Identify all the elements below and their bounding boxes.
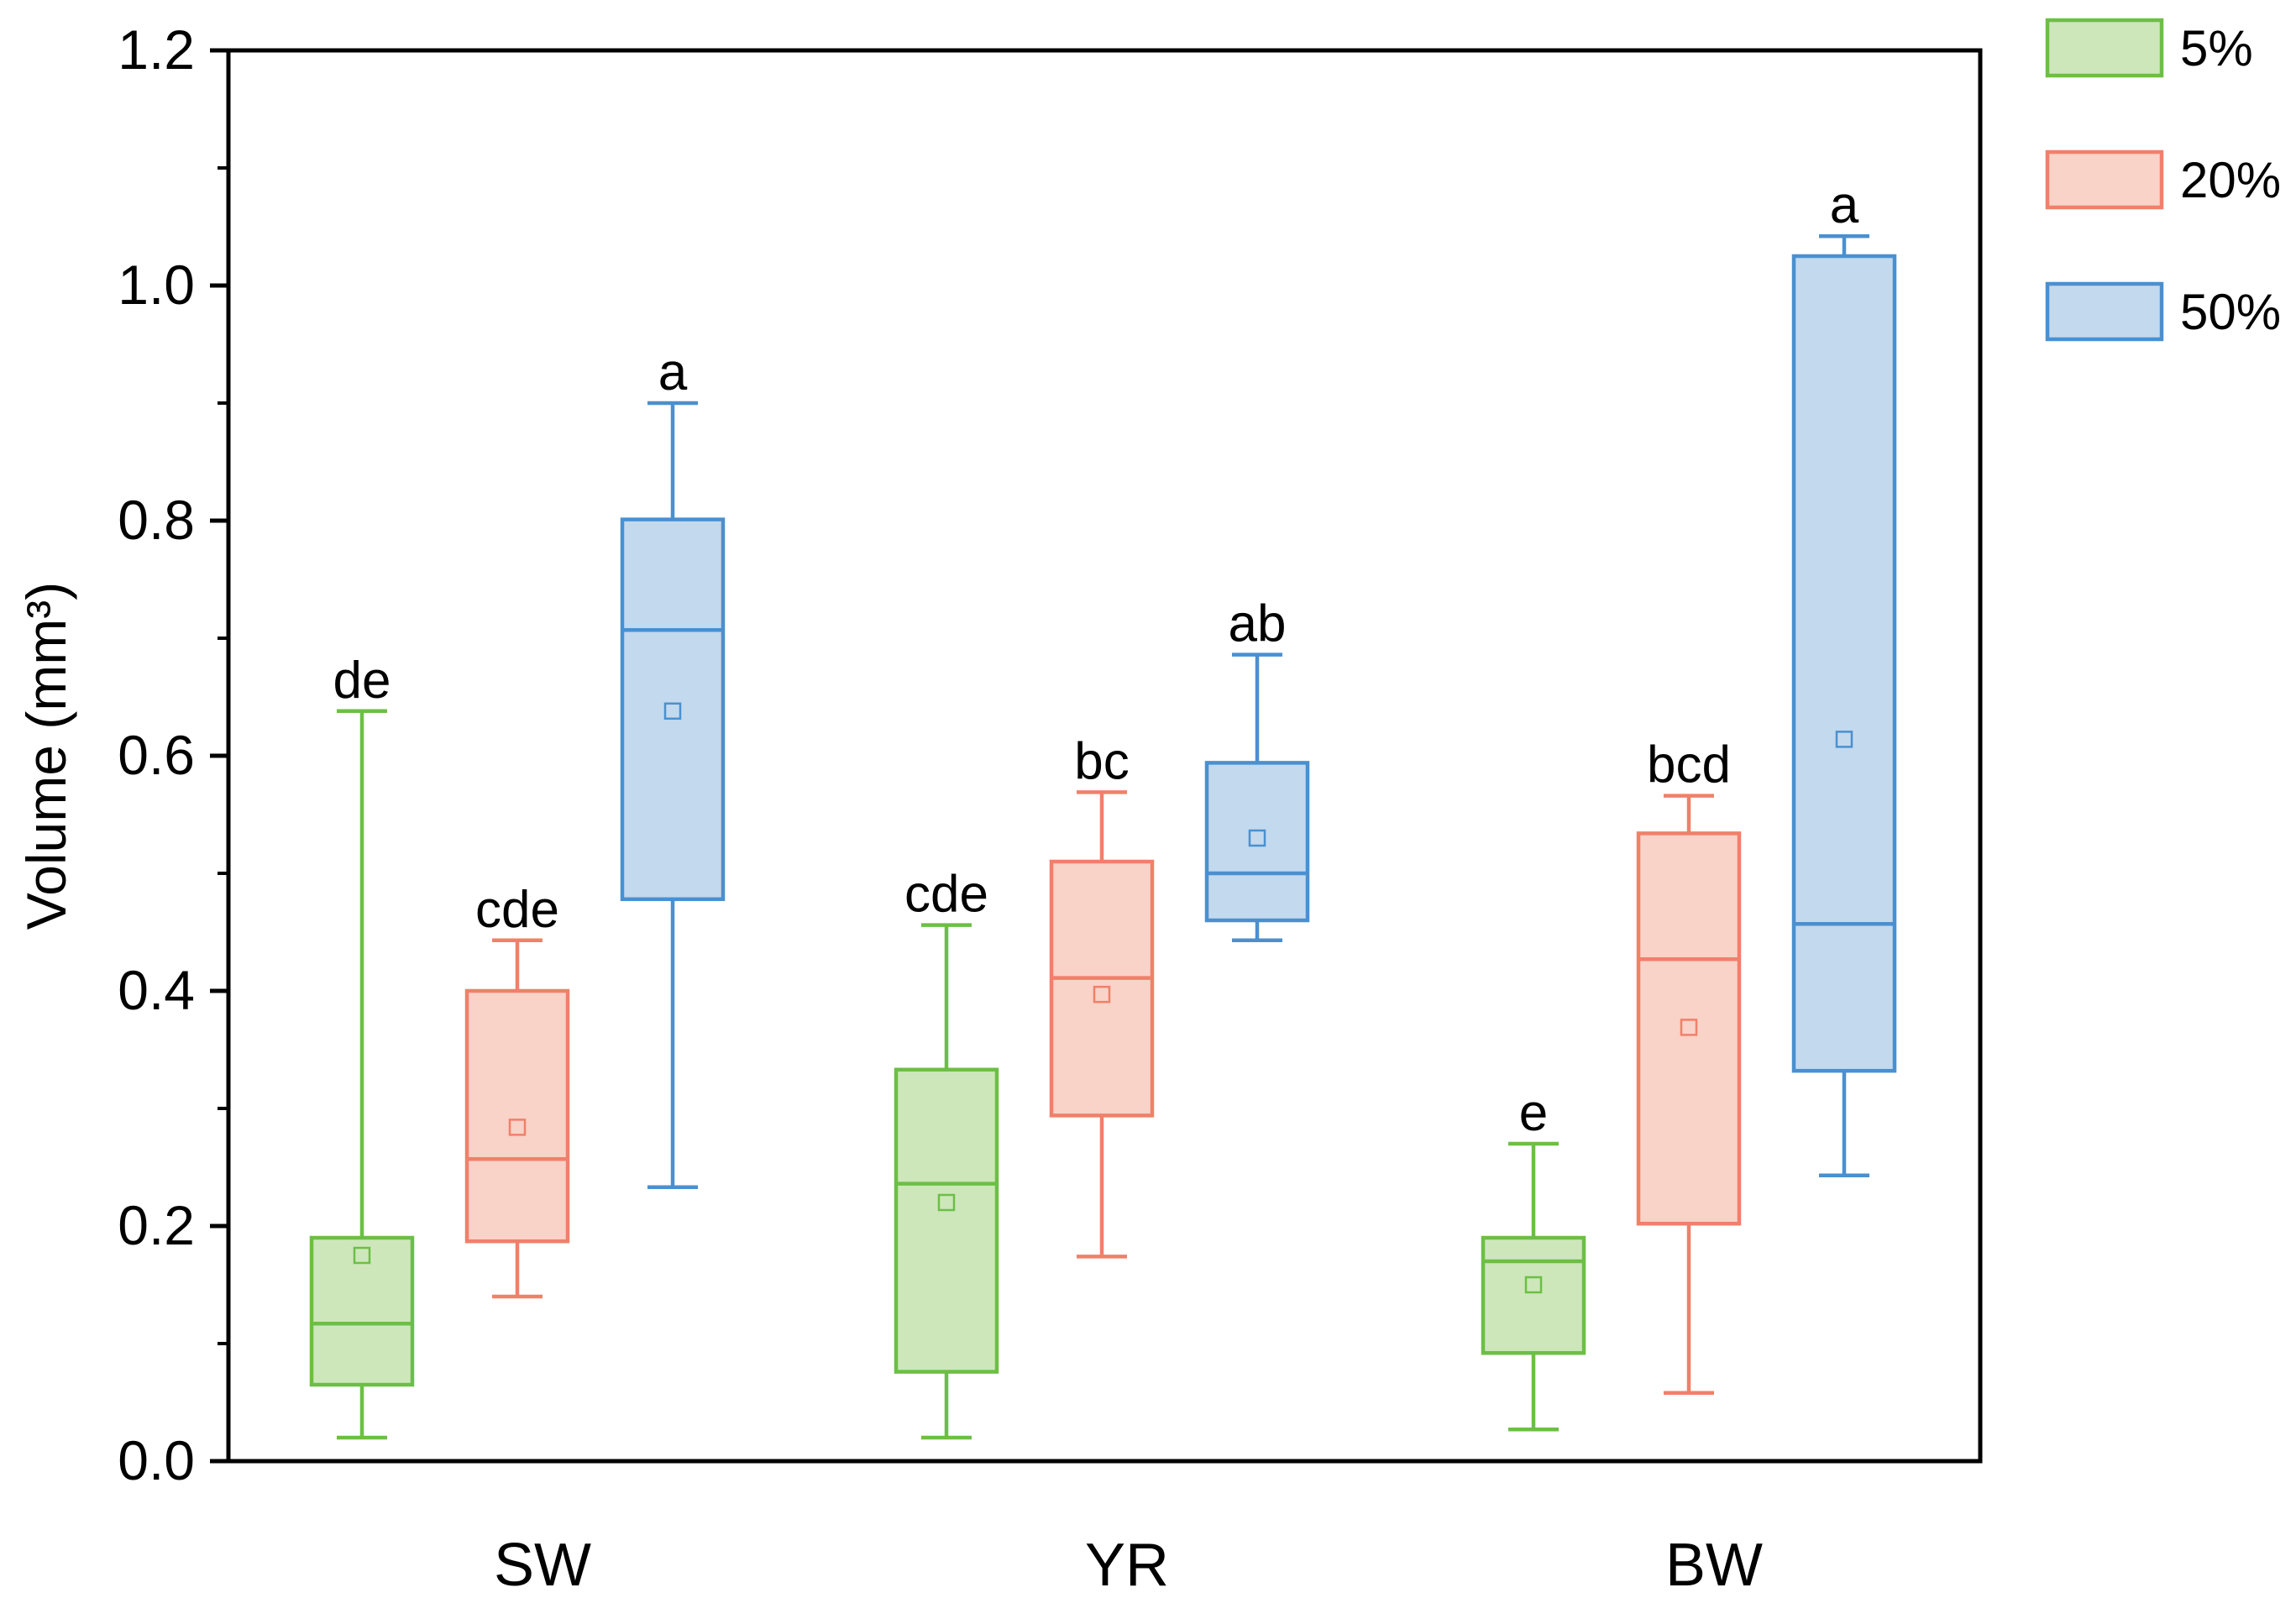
y-axis-title: Volume (mm³): [15, 582, 77, 930]
mean-marker: [353, 1246, 371, 1265]
iqr-box: [1481, 1235, 1586, 1355]
box-SW-50%: a: [620, 343, 726, 1190]
x-category-label: SW: [494, 1532, 591, 1599]
y-tick-label: 0.4: [118, 959, 195, 1021]
legend-label-50%: 50%: [2180, 284, 2281, 340]
legend-swatch-5%: [2045, 18, 2164, 78]
mean-marker: [1093, 985, 1111, 1003]
significance-letter: de: [333, 652, 391, 710]
box-YR-5%: cde: [894, 866, 999, 1440]
mean-marker: [663, 702, 682, 720]
significance-letter: e: [1519, 1084, 1548, 1142]
iqr-box: [620, 517, 726, 902]
box-SW-5%: de: [309, 652, 415, 1440]
series-50%: a ab a: [620, 176, 1897, 1190]
iqr-box: [309, 1235, 415, 1387]
y-tick-label: 0.6: [118, 724, 195, 786]
y-tick-label: 1.0: [118, 254, 195, 316]
box-BW-5%: e: [1481, 1084, 1586, 1432]
significance-letter: a: [658, 343, 688, 401]
significance-letter: cde: [904, 866, 988, 924]
legend-label-20%: 20%: [2180, 152, 2281, 208]
iqr-box: [1636, 831, 1742, 1226]
significance-letter: bc: [1074, 732, 1129, 790]
iqr-box: [1791, 254, 1897, 1073]
box-series-group: de cde e cde bc bcd a ab a: [309, 176, 1897, 1440]
significance-letter: a: [1830, 176, 1859, 234]
mean-marker: [1524, 1276, 1543, 1294]
mean-marker: [508, 1119, 527, 1136]
x-category-label: YR: [1085, 1532, 1169, 1599]
box-YR-50%: ab: [1204, 595, 1310, 943]
iqr-box: [1049, 859, 1155, 1118]
iqr-box: [464, 988, 570, 1244]
significance-letter: cde: [475, 881, 559, 939]
mean-marker: [1680, 1019, 1698, 1036]
x-category-label: BW: [1665, 1532, 1763, 1599]
iqr-box: [1204, 761, 1310, 923]
box-BW-20%: bcd: [1636, 736, 1742, 1396]
y-axis: 0.0 0.2 0.4 0.6 0.8 1.0 1.2: [118, 18, 228, 1491]
y-tick-label: 1.2: [118, 18, 195, 81]
mean-marker: [937, 1193, 956, 1212]
legend-swatch-20%: [2045, 149, 2164, 210]
box-BW-50%: a: [1791, 176, 1897, 1178]
box-YR-20%: bc: [1049, 732, 1155, 1259]
y-tick-label: 0.0: [118, 1429, 195, 1491]
box-SW-20%: cde: [464, 881, 570, 1299]
legend-swatch-50%: [2045, 281, 2164, 342]
legend: 5% 20% 50%: [2045, 18, 2281, 342]
x-axis: SW YR BW: [494, 1532, 1763, 1599]
y-tick-label: 0.8: [118, 489, 195, 551]
y-tick-label: 0.2: [118, 1194, 195, 1256]
series-5%: de cde e: [309, 652, 1586, 1440]
series-20%: cde bc bcd: [464, 732, 1742, 1396]
mean-marker: [1835, 731, 1853, 748]
significance-letter: bcd: [1647, 736, 1731, 794]
iqr-box: [894, 1067, 999, 1374]
mean-marker: [1248, 829, 1266, 847]
legend-label-5%: 5%: [2180, 20, 2253, 76]
significance-letter: ab: [1229, 595, 1287, 653]
